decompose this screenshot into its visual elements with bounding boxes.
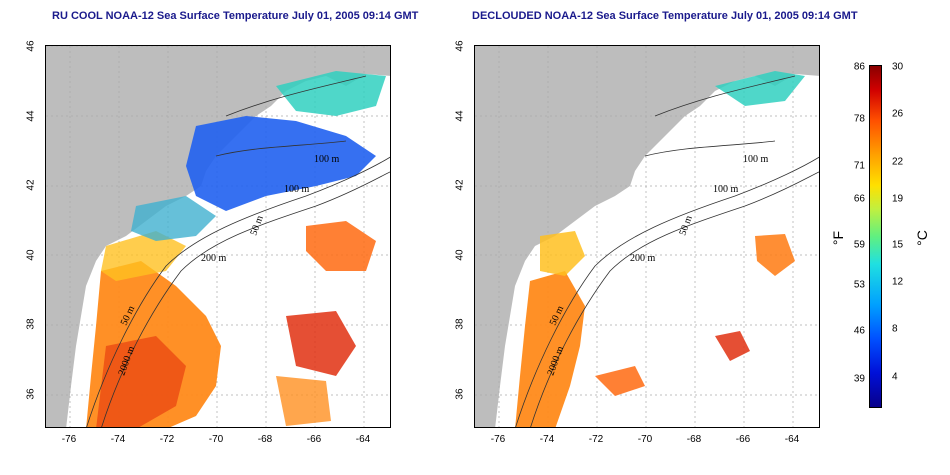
x-tick-label: -74 xyxy=(539,434,555,445)
colorbar-c-tick: 26 xyxy=(892,108,904,120)
offshore-patch xyxy=(286,311,356,376)
y-tick-label: 38 xyxy=(454,318,466,330)
x-tick-label: -70 xyxy=(637,434,653,445)
colorbar-f-tick: 39 xyxy=(853,373,865,385)
contour-label: 100 m xyxy=(284,184,310,195)
offshore-patch xyxy=(306,221,376,271)
moderate-sst-region xyxy=(101,231,186,281)
contour-label: 200 m xyxy=(201,253,227,264)
cool-sst-region xyxy=(186,116,376,211)
cyan-sst-region xyxy=(715,71,805,106)
right-map-title: DECLOUDED NOAA-12 Sea Surface Temperatur… xyxy=(472,10,858,22)
temperature-colorbar xyxy=(869,65,882,408)
x-tick-label: -74 xyxy=(110,434,126,445)
y-tick-label: 40 xyxy=(454,249,466,261)
y-tick-label: 46 xyxy=(25,40,37,52)
left-sst-map[interactable]: 100 m 100 m 50 m 200 m 50 m 2000 m xyxy=(45,45,391,428)
colorbar-c-tick: 15 xyxy=(892,239,904,251)
contour-label: 50 m xyxy=(677,214,694,237)
contour-label: 50 m xyxy=(248,214,265,237)
colorbar-f-tick: 86 xyxy=(853,61,865,73)
colorbar-c-tick: 19 xyxy=(892,193,904,205)
hot-sst-region xyxy=(96,336,186,427)
cyan-sst-region xyxy=(276,71,386,116)
teal-sst-region xyxy=(131,196,216,241)
y-tick-label: 46 xyxy=(454,40,466,52)
x-tick-label: -76 xyxy=(61,434,77,445)
colorbar-c-tick: 4 xyxy=(892,371,898,383)
contour-label: 100 m xyxy=(713,184,739,195)
x-tick-label: -70 xyxy=(208,434,224,445)
x-tick-label: -66 xyxy=(735,434,751,445)
y-tick-label: 44 xyxy=(25,110,37,122)
x-tick-label: -72 xyxy=(159,434,175,445)
x-tick-label: -64 xyxy=(355,434,371,445)
colorbar-c-tick: 22 xyxy=(892,156,904,168)
colorbar-f-tick: 66 xyxy=(853,193,865,205)
colorbar-f-tick: 59 xyxy=(853,239,865,251)
right-sst-map[interactable]: 100 m 100 m 50 m 200 m 50 m 2000 m xyxy=(474,45,820,428)
x-tick-label: -76 xyxy=(490,434,506,445)
x-tick-label: -72 xyxy=(588,434,604,445)
left-map-canvas: 100 m 100 m 50 m 200 m 50 m 2000 m xyxy=(46,46,390,427)
warm-sst-region xyxy=(515,271,585,427)
x-tick-label: -64 xyxy=(784,434,800,445)
x-tick-label: -66 xyxy=(306,434,322,445)
right-map-canvas: 100 m 100 m 50 m 200 m 50 m 2000 m xyxy=(475,46,819,427)
colorbar-f-tick: 53 xyxy=(853,279,865,291)
bathymetry-contours xyxy=(86,75,390,427)
contour-label: 100 m xyxy=(314,154,340,165)
offshore-patch xyxy=(715,331,750,361)
y-tick-label: 40 xyxy=(25,249,37,261)
land-mass xyxy=(475,46,819,427)
colorbar-c-tick: 8 xyxy=(892,323,898,335)
y-tick-label: 38 xyxy=(25,318,37,330)
fahrenheit-unit-label: °F xyxy=(830,230,846,246)
colorbar-f-tick: 46 xyxy=(853,325,865,337)
land-mass xyxy=(46,46,390,427)
offshore-patch xyxy=(276,376,331,426)
contour-label: 200 m xyxy=(630,253,656,264)
colorbar-c-tick: 12 xyxy=(892,276,904,288)
y-tick-label: 36 xyxy=(25,388,37,400)
moderate-sst-region xyxy=(540,231,585,276)
left-map-title: RU COOL NOAA-12 Sea Surface Temperature … xyxy=(52,10,419,22)
contour-label: 100 m xyxy=(743,154,769,165)
x-tick-label: -68 xyxy=(257,434,273,445)
offshore-patch xyxy=(595,366,645,396)
colorbar-f-tick: 71 xyxy=(853,160,865,172)
bathymetry-contours xyxy=(515,75,819,427)
celsius-unit-label: °C xyxy=(914,230,930,246)
colorbar-c-tick: 30 xyxy=(892,61,904,73)
offshore-patch xyxy=(755,234,795,276)
y-tick-label: 42 xyxy=(454,179,466,191)
y-tick-label: 36 xyxy=(454,388,466,400)
colorbar-f-tick: 78 xyxy=(853,113,865,125)
x-tick-label: -68 xyxy=(686,434,702,445)
y-tick-label: 44 xyxy=(454,110,466,122)
y-tick-label: 42 xyxy=(25,179,37,191)
